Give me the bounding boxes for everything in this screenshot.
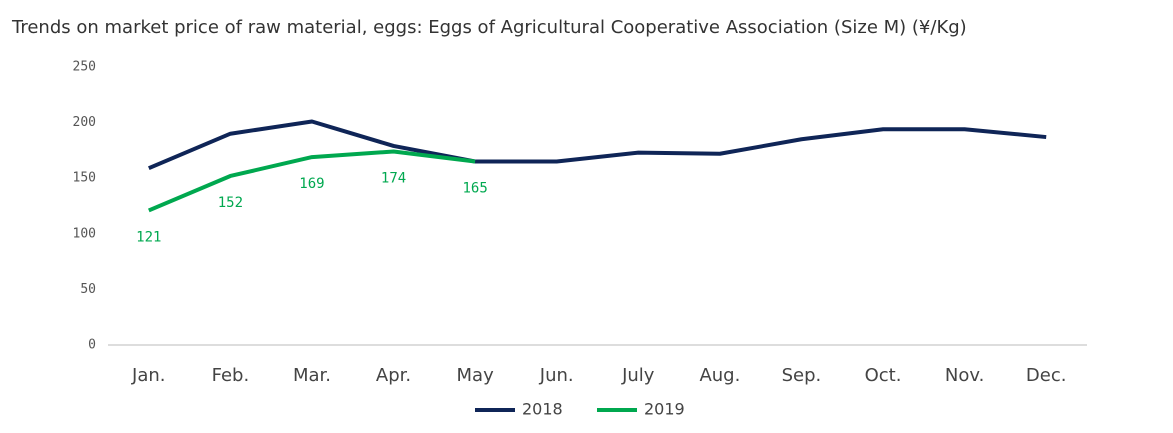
x-tick-label: Sep.: [782, 365, 822, 386]
data-label: 121: [136, 229, 161, 245]
y-tick-label: 200: [73, 115, 96, 130]
chart-title: Trends on market price of raw material, …: [11, 17, 967, 38]
legend-label: 2019: [644, 400, 685, 419]
x-tick-label: Jun.: [539, 365, 574, 386]
x-tick-label: Dec.: [1026, 365, 1067, 386]
data-label: 169: [299, 176, 324, 192]
y-tick-label: 150: [73, 171, 96, 186]
data-label: 174: [381, 171, 406, 187]
x-tick-label: Feb.: [212, 365, 250, 386]
legend-label: 2018: [522, 400, 563, 419]
x-tick-label: Apr.: [376, 365, 411, 386]
series-line: [148, 149, 476, 213]
x-tick-label: Mar.: [293, 365, 331, 386]
x-tick-label: May: [457, 365, 495, 386]
x-tick-label: July: [621, 365, 655, 386]
x-tick-label: Aug.: [699, 365, 740, 386]
x-tick-label: Jan.: [131, 365, 165, 386]
data-label: 152: [218, 195, 243, 211]
y-tick-label: 250: [73, 60, 96, 75]
y-tick-label: 50: [80, 282, 96, 297]
x-tick-label: Nov.: [945, 365, 984, 386]
x-tick-label: Oct.: [865, 365, 902, 386]
series-line: [148, 119, 1047, 171]
data-label: 165: [462, 181, 487, 197]
y-tick-label: 100: [73, 226, 96, 241]
y-tick-label: 0: [88, 338, 96, 353]
